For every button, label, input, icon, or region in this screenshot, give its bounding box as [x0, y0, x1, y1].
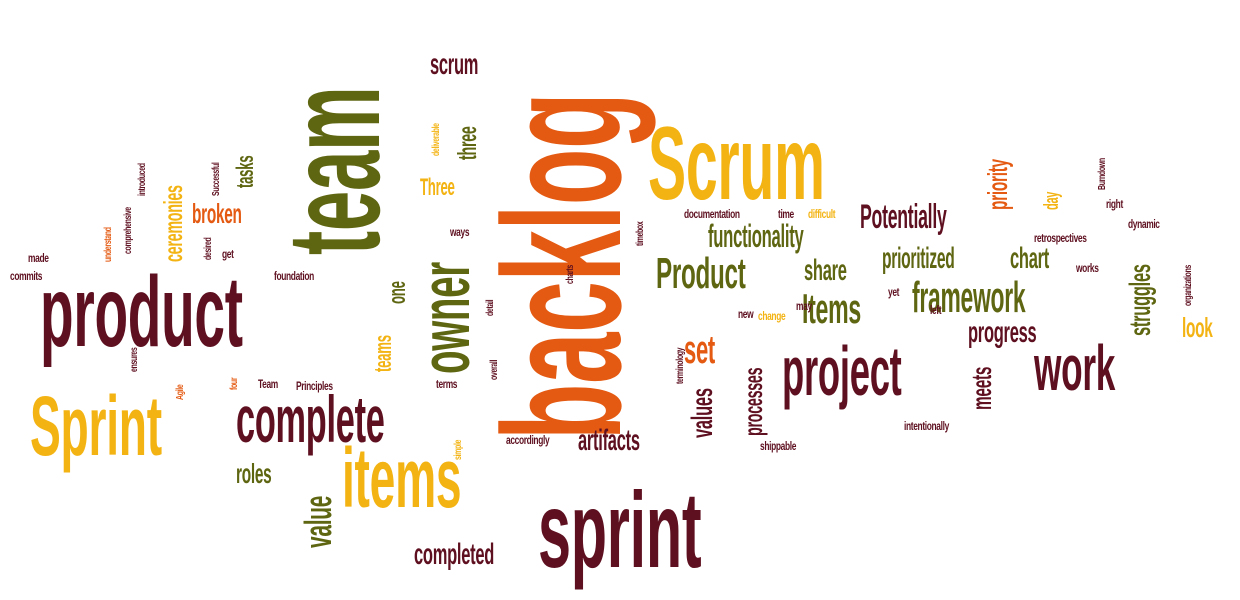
word-priority: priority — [982, 159, 1013, 210]
word-right: right — [1106, 197, 1123, 211]
word-comprehensive: comprehensive — [123, 207, 134, 254]
word-scrum: scrum — [430, 48, 479, 81]
word-foundation: foundation — [274, 269, 314, 283]
word-day: day — [1041, 191, 1063, 210]
word-accordingly: accordingly — [506, 433, 550, 447]
word-sprint: Sprint — [30, 379, 162, 473]
word-change: change — [758, 309, 786, 323]
word-made: made — [28, 251, 49, 265]
word-framework: framework — [912, 273, 1026, 322]
word-four: four — [229, 377, 240, 390]
word-product: Product — [656, 249, 746, 298]
word-roles: roles — [236, 458, 272, 489]
word-time: time — [778, 207, 794, 221]
word-tasks: tasks — [232, 155, 259, 188]
word-prioritized: prioritized — [882, 242, 955, 275]
word-get: get — [222, 247, 234, 261]
word-commits: commits — [10, 269, 43, 283]
word-dynamic: dynamic — [1128, 217, 1160, 231]
word-items: Items — [802, 285, 861, 332]
word-functionality: functionality — [708, 218, 804, 254]
word-scrum: Scrum — [648, 106, 825, 222]
word-complete: complete — [236, 382, 385, 456]
word-struggles: struggles — [1124, 264, 1157, 336]
word-owner: owner — [406, 261, 484, 374]
word-difficult: difficult — [808, 207, 836, 221]
word-ensures: ensures — [129, 347, 140, 372]
word-broken: broken — [192, 198, 242, 229]
word-processes: processes — [738, 367, 768, 436]
word-desired: desired — [203, 237, 214, 260]
word-items: items — [342, 431, 462, 525]
word-value: value — [298, 495, 340, 548]
word-team: Team — [258, 377, 278, 391]
word-works: works — [1076, 261, 1099, 275]
word-one: one — [384, 281, 411, 304]
word-principles: Principles — [296, 379, 333, 393]
word-simple: simple — [453, 439, 464, 460]
word-team: team — [260, 86, 407, 255]
word-successful: Successful — [211, 162, 222, 196]
word-teams: teams — [370, 335, 397, 372]
word-artifacts: artifacts — [578, 424, 640, 457]
word-terminology: terminology — [675, 347, 686, 384]
word-yet: yet — [888, 285, 900, 299]
word-left: left — [930, 303, 942, 317]
word-retrospectives: retrospectives — [1034, 231, 1087, 245]
word-understand: understand — [103, 227, 114, 262]
word-new: new — [738, 307, 754, 321]
word-sprint: sprint — [538, 469, 702, 590]
word-terms: terms — [436, 377, 458, 391]
word-potentially: Potentially — [860, 198, 947, 236]
word-ceremonies: ceremonies — [158, 185, 188, 262]
word-work: work — [1034, 332, 1116, 404]
word-project: project — [782, 332, 902, 410]
word-burndown: Burndown — [1097, 158, 1108, 190]
word-organizations: organizations — [1183, 265, 1194, 306]
word-backlog: backlog — [468, 92, 656, 441]
word-chart: chart — [1010, 242, 1049, 275]
word-set: set — [684, 328, 715, 372]
word-values: values — [686, 388, 719, 438]
word-intentionally: intentionally — [904, 419, 949, 433]
word-introduced: introduced — [137, 163, 148, 196]
word-agile: Agile — [175, 384, 186, 400]
word-ways: ways — [450, 225, 470, 239]
word-documentation: documentation — [684, 207, 740, 221]
word-meets: meets — [966, 366, 997, 410]
word-detail: detail — [485, 299, 496, 316]
word-may: may — [796, 299, 812, 313]
word-charts: charts — [565, 265, 576, 284]
word-timebox: timebox — [635, 221, 646, 246]
word-share: share — [804, 254, 847, 287]
word-look: look — [1182, 312, 1213, 343]
word-deliverable: deliverable — [431, 123, 442, 156]
word-product: product — [40, 256, 243, 368]
word-shippable: shippable — [760, 439, 797, 453]
word-three: three — [452, 126, 482, 160]
word-progress: progress — [968, 316, 1037, 349]
word-three: Three — [420, 174, 455, 201]
word-completed: completed — [414, 538, 495, 571]
word-overall: overall — [489, 359, 500, 380]
